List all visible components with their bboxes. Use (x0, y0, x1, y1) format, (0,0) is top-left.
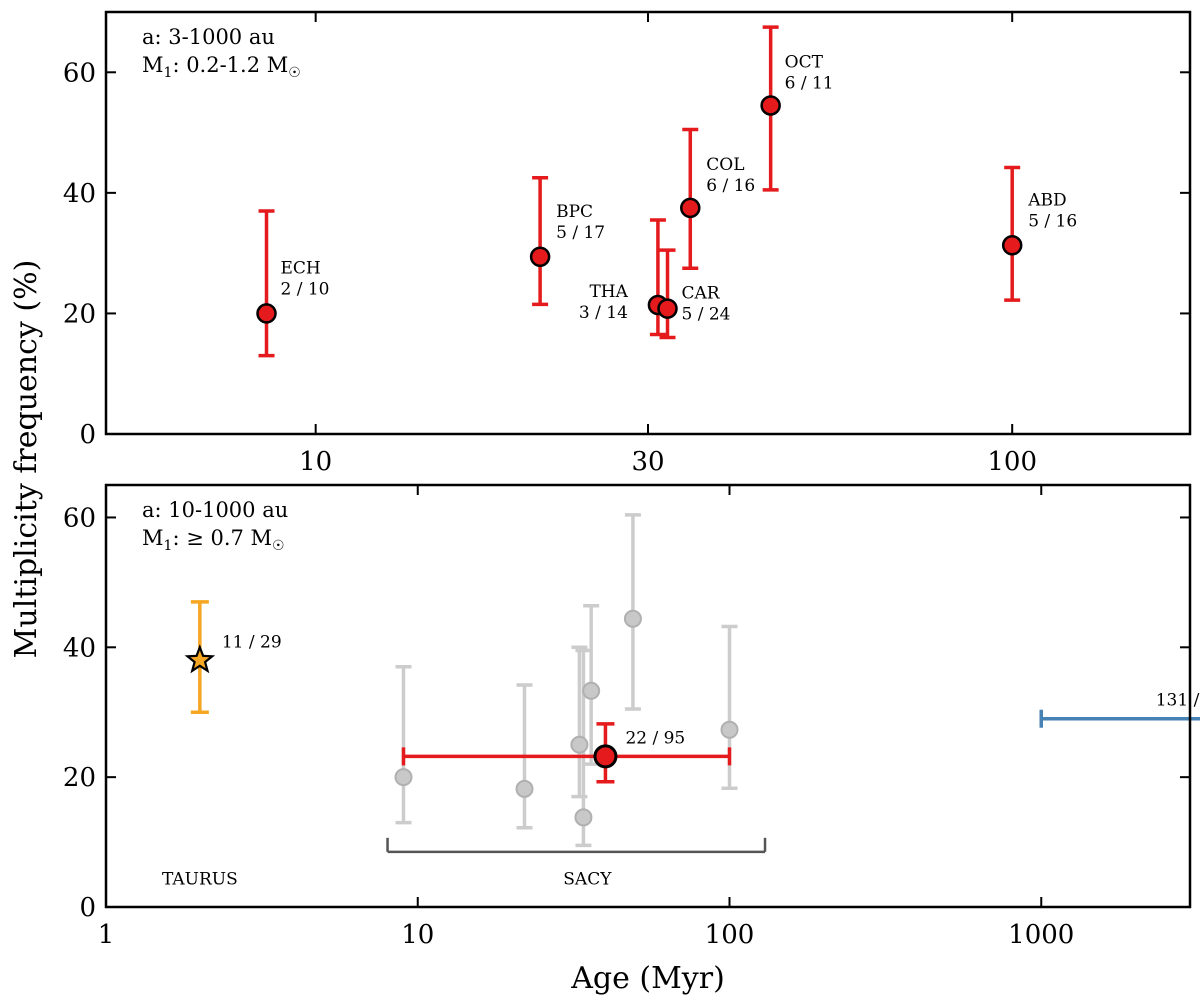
series-sacy-ratio: 22 / 95 (625, 728, 685, 748)
point-oct-ratio: 6 / 11 (785, 73, 834, 93)
series-sacy-marker (593, 744, 618, 769)
bottom-xtick-label: 1 (98, 920, 115, 950)
top-ytick-label: 60 (63, 58, 96, 88)
point-col-ratio: 6 / 16 (706, 176, 755, 196)
top-ytick-label: 0 (79, 420, 96, 450)
sacy-background-point-4-marker (582, 681, 601, 700)
sacy-background-point-5-marker (623, 609, 642, 628)
top-xtick-label: 10 (299, 447, 332, 477)
series-the-field-ratio: 131 / 454 (1156, 691, 1200, 711)
top-corner-label-separation: a: 3-1000 au (142, 25, 275, 49)
series-taurus-ratio: 11 / 29 (222, 632, 282, 652)
top-corner-label-mass: M1: 0.2-1.2 M☉ (142, 53, 301, 81)
bottom-xtick-label: 1000 (1008, 920, 1074, 950)
point-oct-label: OCT (785, 52, 824, 72)
top-ytick-label: 20 (63, 299, 96, 329)
point-ech-ratio: 2 / 10 (281, 279, 330, 299)
point-tha-label: THA (589, 282, 628, 302)
point-bpc-marker (529, 246, 551, 268)
top-xtick-label: 100 (987, 447, 1037, 477)
sacy-background-point-3-marker (574, 808, 593, 827)
bottom-frame (104, 483, 1192, 909)
point-abd-marker (1001, 235, 1023, 256)
bottom-corner-label-separation: a: 10-1000 au (142, 498, 288, 522)
top-xtick-label: 30 (631, 447, 664, 477)
point-oct-marker (760, 95, 781, 116)
point-col-label: COL (706, 155, 744, 175)
bottom-ytick-label: 0 (79, 893, 96, 923)
point-bpc-ratio: 5 / 17 (556, 223, 605, 243)
point-car-ratio: 5 / 24 (682, 305, 731, 325)
point-abd-label: ABD (1027, 190, 1066, 210)
bottom-corner-label-mass: M1: ≥ 0.7 M☉ (142, 526, 285, 554)
bottom-ytick-label: 60 (63, 503, 96, 533)
point-col-marker (680, 197, 701, 219)
point-car-marker (657, 298, 678, 319)
bottom-xtick-label: 100 (705, 920, 755, 950)
sacy-background-point-2-marker (570, 735, 589, 754)
bottom-xtick-label: 10 (401, 920, 434, 950)
bottom-ytick-label: 40 (63, 633, 96, 663)
x-axis-label: Age (Myr) (570, 961, 725, 996)
group-label-taurus: TAURUS (162, 869, 238, 889)
top-ytick-label: 40 (63, 179, 96, 209)
point-ech-marker (256, 303, 277, 324)
point-tha-ratio: 3 / 14 (579, 303, 628, 323)
sacy-background-point-1-marker (515, 779, 534, 798)
series-taurus-marker (184, 644, 216, 674)
point-car-label: CAR (682, 284, 721, 304)
sacy-background-point-6-marker (720, 720, 739, 739)
bottom-ytick-label: 20 (63, 763, 96, 793)
point-ech-label: ECH (281, 258, 321, 278)
group-label-sacy: SACY (563, 869, 612, 889)
sacy-background-point-0-marker (394, 768, 413, 787)
point-bpc-label: BPC (556, 202, 593, 222)
y-axis-label: Multiplicity frequency (%) (9, 260, 44, 659)
point-abd-ratio: 5 / 16 (1028, 211, 1077, 231)
